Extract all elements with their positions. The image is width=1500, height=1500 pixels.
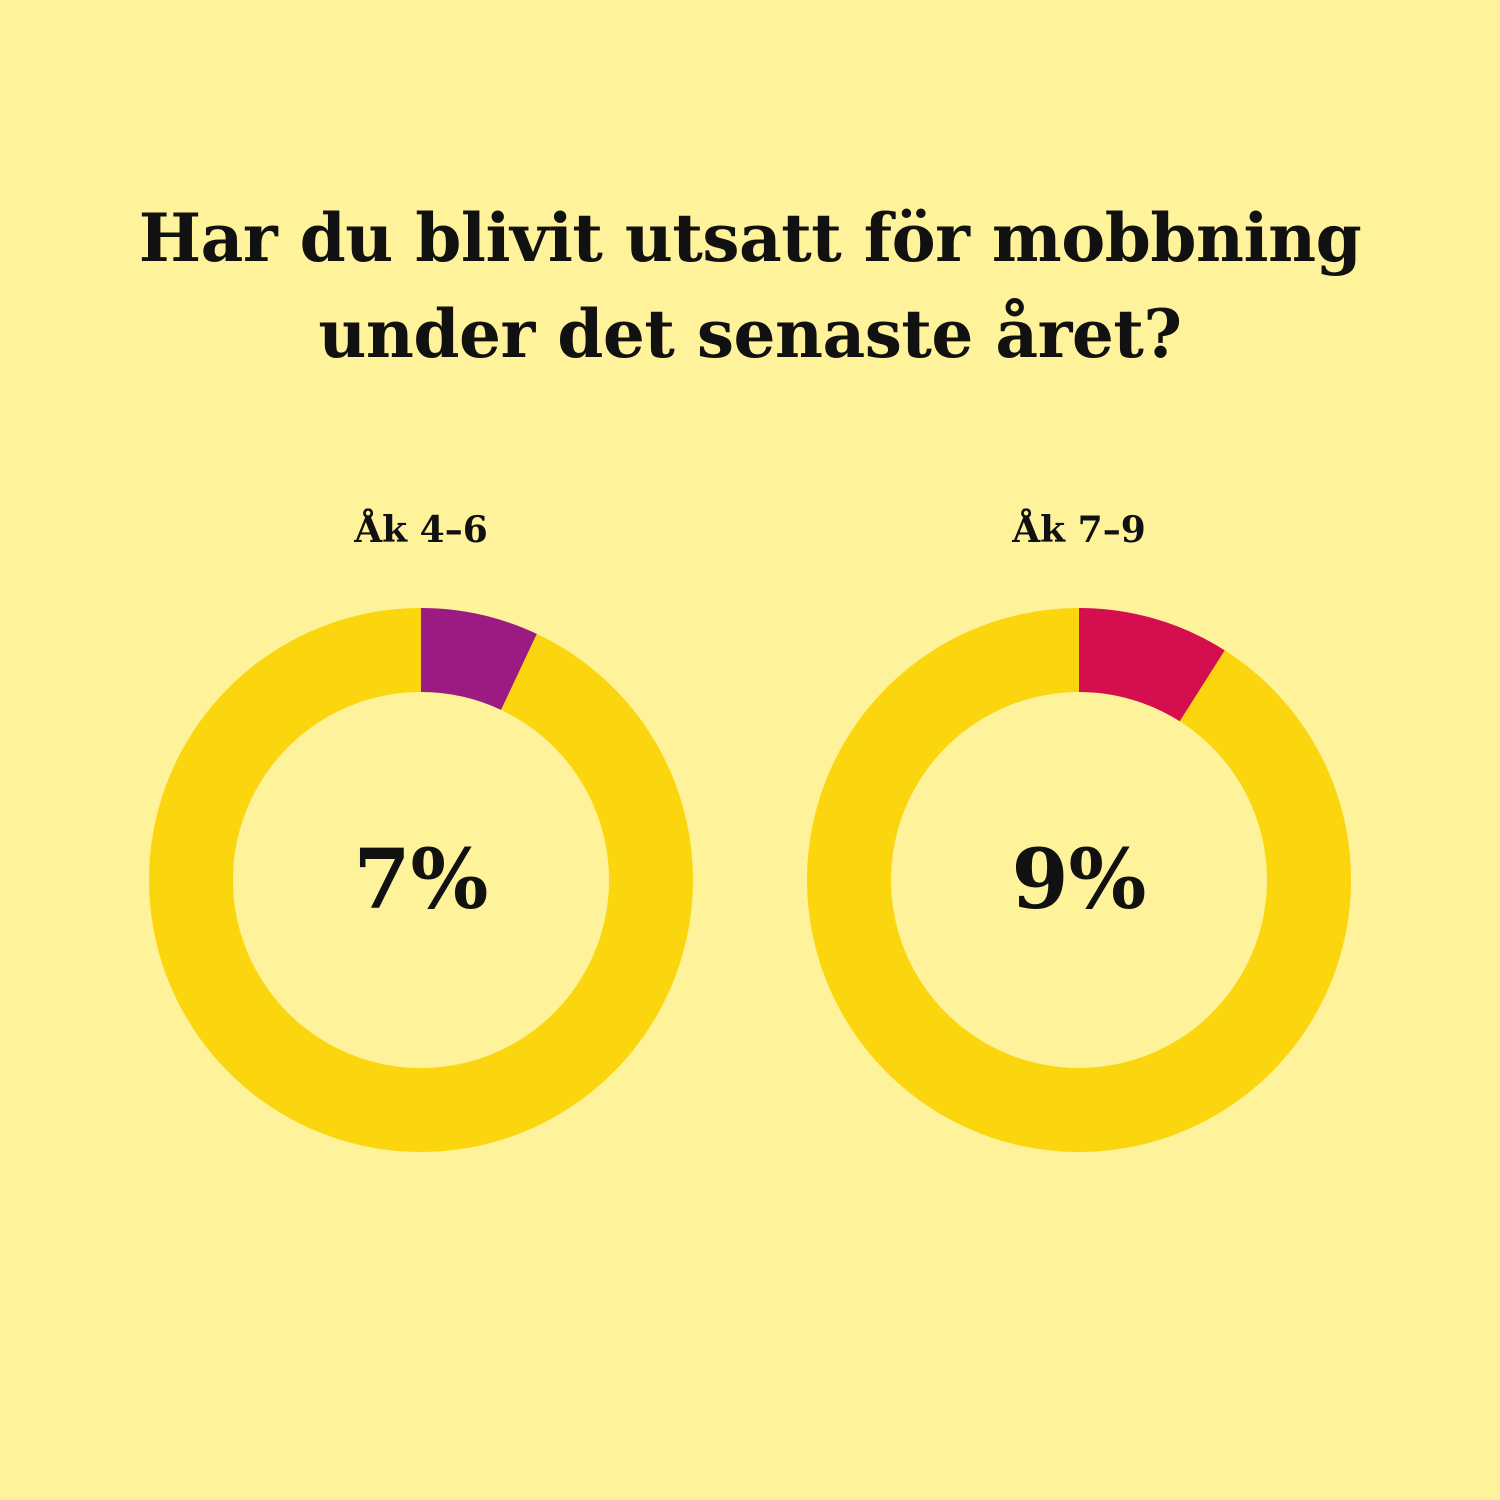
center-value-ak-7-9: 9% <box>1012 832 1147 928</box>
donut-remainder-ak-4-6 <box>149 608 694 1152</box>
center-value-ak-4-6: 7% <box>354 832 489 928</box>
donut-slice-ak-4-6 <box>421 608 537 710</box>
donut-remainder-ak-7-9 <box>807 608 1351 1152</box>
donut-slice-ak-7-9 <box>1079 608 1225 722</box>
chart-title-line-2: under det senaste året? <box>318 295 1182 373</box>
chart-title: Har du blivit utsatt för mobbning under … <box>0 190 1500 382</box>
donut-chart-ak-7-9: Åk 7–9 9% <box>779 500 1379 1200</box>
chart-label-ak-4-6: Åk 4–6 <box>354 509 488 551</box>
donut-chart-ak-4-6: Åk 4–6 7% <box>121 500 721 1200</box>
donut-svg-ak-7-9: 9% <box>807 608 1351 1152</box>
chart-title-line-1: Har du blivit utsatt för mobbning <box>138 199 1362 277</box>
donut-svg-ak-4-6: 7% <box>149 608 694 1152</box>
chart-label-ak-7-9: Åk 7–9 <box>1012 509 1146 551</box>
